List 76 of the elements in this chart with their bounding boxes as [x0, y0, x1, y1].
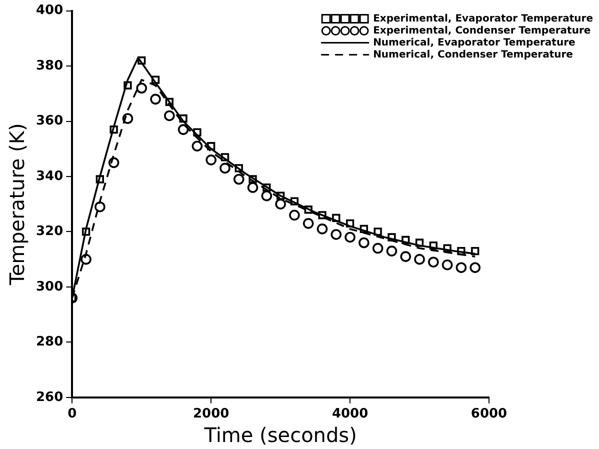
- point: [82, 228, 90, 236]
- legend-label: Experimental, Condenser Temperature: [373, 25, 591, 36]
- y-tick-label: 300: [36, 279, 64, 294]
- x-tick-label: 6000: [470, 406, 508, 422]
- x-tick-label: 2000: [192, 406, 230, 422]
- point: [316, 224, 328, 234]
- point: [456, 262, 467, 274]
- point: [206, 154, 216, 166]
- point: [289, 210, 300, 221]
- point: [344, 232, 356, 243]
- point: [443, 244, 452, 252]
- y-axis-title: Temperature (K): [5, 123, 30, 286]
- y-tick-label: 360: [36, 114, 64, 129]
- point: [138, 56, 146, 65]
- point: [247, 182, 258, 193]
- point: [275, 198, 286, 210]
- point: [428, 256, 439, 268]
- legend-label: Numerical, Evaporator Temperature: [373, 37, 576, 48]
- x-tick-label: 0: [68, 406, 77, 422]
- point: [233, 174, 244, 185]
- point: [330, 229, 342, 240]
- point: [165, 98, 174, 106]
- point: [471, 246, 480, 256]
- point: [248, 175, 257, 184]
- point: [374, 228, 382, 236]
- point: [358, 237, 370, 248]
- y-tick-label: 320: [36, 224, 64, 240]
- point: [414, 254, 425, 265]
- point: [151, 76, 160, 84]
- point: [110, 125, 118, 134]
- x-tick-label: 4000: [332, 406, 368, 422]
- point: [179, 114, 188, 123]
- legend-label: Experimental, Evaporator Temperature: [373, 13, 594, 24]
- point: [193, 128, 202, 136]
- point: [192, 140, 203, 152]
- point: [234, 164, 243, 172]
- point: [415, 238, 424, 247]
- point: [457, 246, 466, 256]
- point: [150, 94, 161, 105]
- point: [262, 183, 271, 192]
- point: [442, 259, 453, 270]
- y-tick-label: 260: [36, 390, 64, 405]
- point: [386, 246, 398, 256]
- point: [261, 190, 272, 202]
- point: [80, 254, 92, 265]
- point: [290, 197, 299, 206]
- point: [122, 113, 134, 124]
- point: [429, 241, 438, 250]
- x-axis-title: Time (seconds): [203, 423, 357, 448]
- point: [220, 162, 230, 174]
- point: [164, 110, 175, 122]
- point: [302, 218, 314, 229]
- y-tick-label: 340: [36, 168, 64, 184]
- point: [346, 219, 354, 228]
- point: [178, 124, 189, 135]
- point: [360, 224, 368, 234]
- point: [124, 81, 132, 90]
- point: [332, 214, 340, 222]
- point: [94, 201, 106, 212]
- point: [220, 153, 230, 162]
- y-tick-label: 400: [36, 3, 64, 18]
- point: [96, 175, 104, 184]
- y-tick-label: 280: [36, 334, 64, 350]
- point: [388, 233, 396, 242]
- point: [207, 142, 216, 150]
- point: [276, 192, 285, 200]
- point: [136, 82, 148, 94]
- point: [470, 262, 481, 274]
- point: [402, 236, 410, 244]
- point: [318, 211, 326, 220]
- y-tick-label: 380: [36, 58, 64, 74]
- point: [400, 251, 412, 262]
- legend-label: Numerical, Condenser Temperature: [373, 49, 574, 60]
- point: [108, 157, 120, 168]
- point: [372, 242, 384, 254]
- point: [304, 206, 312, 214]
